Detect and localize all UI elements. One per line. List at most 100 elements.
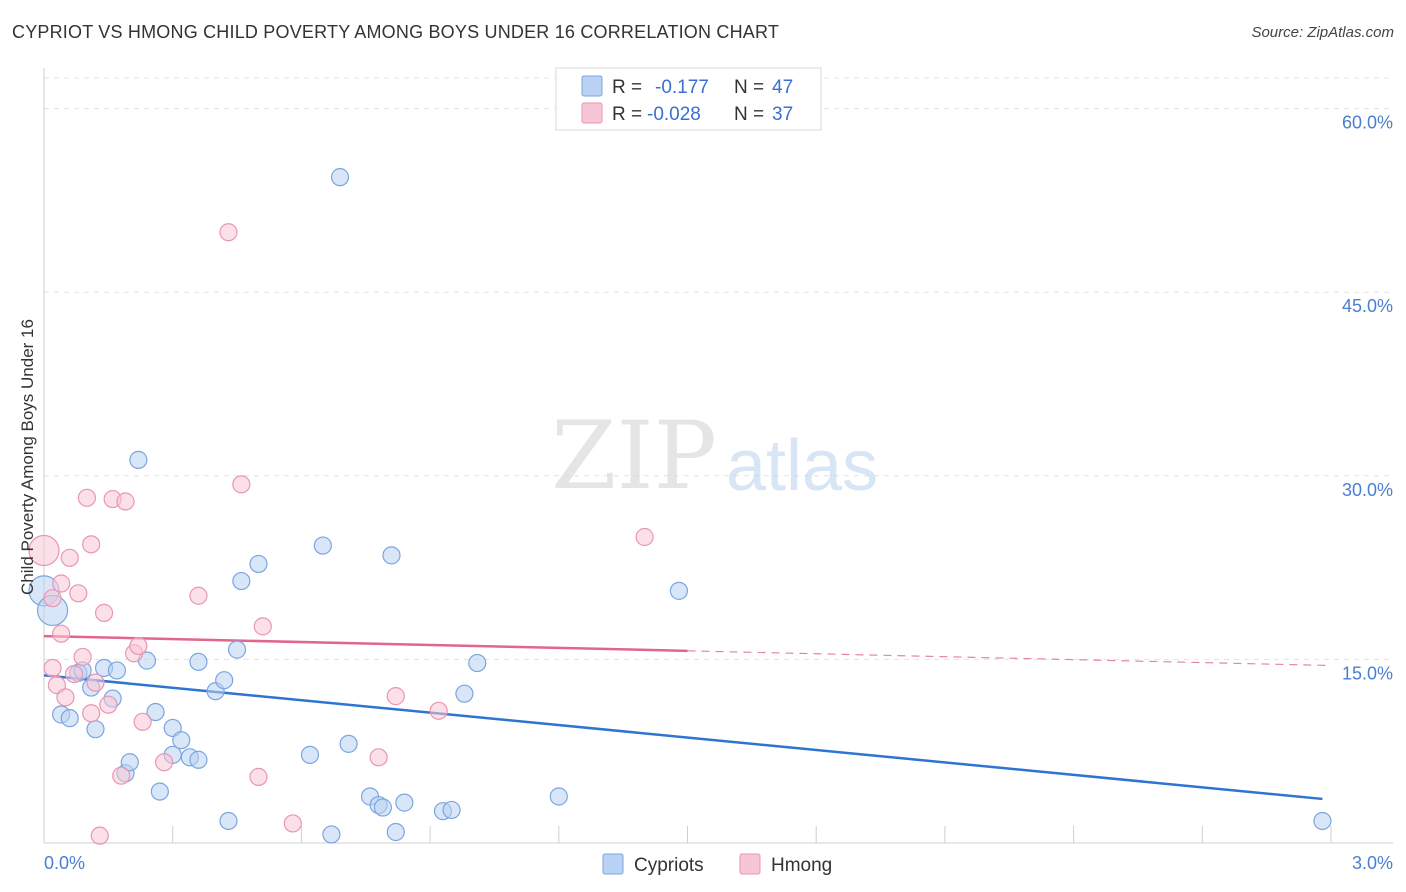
legend-cypriots-swatch — [602, 853, 624, 875]
watermark-zip: ZIP — [551, 402, 717, 511]
data-point-hmong — [43, 658, 62, 678]
y-tick-label: 45.0% — [1342, 296, 1393, 316]
trend-line-extension-hmong — [687, 650, 1332, 667]
axes — [43, 68, 1393, 844]
hmong-swatch — [581, 102, 603, 124]
data-point-hmong — [232, 475, 251, 494]
data-point-cypriots — [395, 793, 414, 812]
y-tick-label: 15.0% — [1342, 663, 1393, 683]
data-point-hmong — [69, 584, 88, 603]
data-point-hmong — [90, 826, 109, 845]
data-point-cypriots — [232, 571, 251, 591]
data-point-hmong — [133, 712, 152, 731]
data-point-hmong — [249, 767, 268, 787]
data-point-cypriots — [150, 782, 169, 801]
data-point-cypriots — [373, 798, 393, 817]
hmong-n-label: N = — [734, 104, 764, 125]
data-point-hmong — [56, 688, 75, 707]
trend-line-hmong — [43, 634, 688, 653]
source-label: Source: ZipAtlas.com — [1251, 24, 1394, 41]
data-point-cypriots — [249, 554, 268, 574]
data-point-hmong — [94, 603, 114, 622]
cypriots-swatch — [581, 75, 603, 97]
watermark-atlas: atlas — [726, 426, 878, 506]
data-point-cypriots — [322, 825, 341, 844]
data-point-cypriots — [86, 720, 105, 739]
data-point-hmong — [429, 701, 448, 720]
legend-hmong-label: Hmong — [771, 855, 832, 876]
stats-legend-row-hmong: R = -0.028 N = 37 — [581, 102, 793, 125]
data-point-hmong — [82, 704, 101, 723]
data-point-cypriots — [60, 709, 79, 728]
data-point-cypriots — [386, 822, 405, 842]
y-tick-label: 60.0% — [1342, 113, 1393, 133]
data-point-hmong — [155, 753, 174, 772]
data-point-cypriots — [189, 652, 208, 671]
x-tick-label: 0.0% — [44, 853, 85, 873]
data-point-cypriots — [442, 800, 461, 820]
data-point-hmong — [28, 534, 60, 567]
data-point-hmong — [369, 748, 388, 767]
data-point-hmong — [116, 492, 135, 511]
data-point-hmong — [82, 535, 101, 554]
data-point-cypriots — [219, 811, 238, 831]
tick-labels: 15.0% 30.0% 45.0% 60.0% 0.0% 3.0% — [44, 113, 1393, 873]
data-point-cypriots — [468, 653, 487, 673]
data-point-cypriots — [1313, 811, 1332, 831]
data-point-hmong — [112, 766, 131, 785]
watermark: ZIP atlas — [551, 402, 878, 511]
data-point-cypriots — [215, 671, 234, 690]
data-point-hmong — [86, 673, 105, 692]
stats-legend-row-cypriots: R = -0.177 N = 47 — [581, 75, 793, 98]
data-point-cypriots — [313, 536, 332, 555]
bottom-legend: Cypriots Hmong — [602, 853, 832, 876]
data-point-hmong — [77, 488, 97, 507]
data-point-hmong — [253, 617, 272, 636]
data-point-hmong — [189, 586, 208, 605]
data-point-cypriots — [107, 661, 127, 680]
data-point-hmong — [64, 664, 84, 684]
data-point-hmong — [283, 814, 302, 833]
data-point-cypriots — [339, 734, 358, 753]
data-point-hmong — [52, 624, 71, 643]
data-points — [28, 168, 1332, 845]
data-point-hmong — [73, 647, 92, 667]
data-point-cypriots — [172, 731, 191, 750]
data-point-cypriots — [120, 753, 139, 772]
data-point-cypriots — [189, 750, 208, 769]
hmong-r-value: -0.028 — [647, 104, 701, 125]
hmong-r-label: R = — [612, 104, 642, 125]
data-point-cypriots — [549, 787, 568, 806]
data-point-cypriots — [669, 581, 689, 600]
cypriots-n-label: N = — [734, 77, 764, 98]
data-point-cypriots — [382, 546, 401, 565]
cypriots-r-label: R = — [612, 77, 642, 98]
y-tick-label: 30.0% — [1342, 480, 1393, 500]
data-point-cypriots — [227, 640, 247, 659]
chart-title: CYPRIOT VS HMONG CHILD POVERTY AMONG BOY… — [12, 22, 780, 42]
y-axis-label: Child Poverty Among Boys Under 16 — [18, 319, 37, 595]
x-tick-label: 3.0% — [1352, 853, 1393, 873]
data-point-cypriots — [330, 168, 350, 187]
trend-lines — [43, 634, 1332, 801]
trend-line-cypriots — [43, 674, 1323, 801]
data-point-cypriots — [146, 702, 165, 722]
data-point-hmong — [129, 636, 148, 656]
cypriots-n-value: 47 — [772, 77, 793, 98]
data-point-cypriots — [455, 684, 474, 703]
data-point-cypriots — [129, 450, 148, 469]
legend-cypriots-label: Cypriots — [634, 855, 704, 876]
data-point-cypriots — [300, 745, 320, 764]
data-point-hmong — [635, 527, 654, 547]
data-point-hmong — [386, 687, 405, 706]
cypriots-r-value: -0.177 — [655, 77, 709, 98]
stats-legend: R = -0.177 N = 47 R = -0.028 N = 37 — [555, 67, 822, 131]
data-point-hmong — [52, 574, 71, 593]
grid-lines — [44, 77, 1393, 660]
data-point-hmong — [60, 548, 79, 567]
hmong-n-value: 37 — [772, 104, 793, 125]
legend-hmong-swatch — [739, 853, 761, 875]
data-point-hmong — [99, 695, 118, 714]
data-point-hmong — [43, 589, 62, 608]
